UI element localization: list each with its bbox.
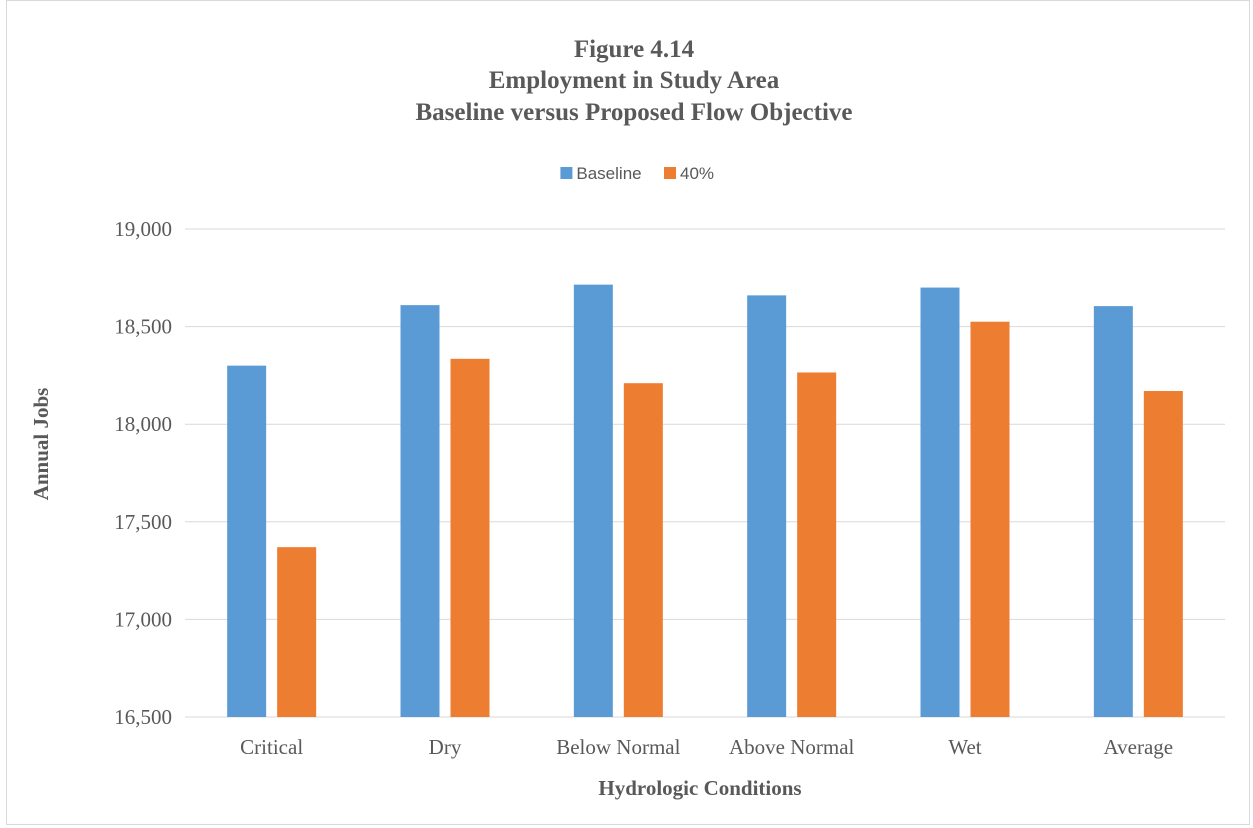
chart-figure: Figure 4.14 Employment in Study Area Bas… (6, 0, 1250, 825)
y-tick-label: 18,500 (114, 315, 172, 339)
chart-title-line-3: Baseline versus Proposed Flow Objective (416, 99, 853, 126)
bar-baseline-critical (227, 365, 267, 717)
x-tick-label: Dry (429, 735, 462, 759)
bar-proposed-above-normal (797, 372, 837, 717)
chart-title-line-1: Figure 4.14 (574, 36, 695, 63)
bar-proposed-below-normal (623, 383, 663, 717)
bar-baseline-dry (400, 305, 440, 717)
bar-baseline-below-normal (573, 284, 613, 717)
x-tick-label: Wet (948, 735, 981, 759)
legend-label: 40% (680, 164, 714, 183)
y-tick-label: 17,000 (114, 607, 172, 631)
bar-baseline-wet (920, 287, 960, 717)
bar-proposed-critical (277, 547, 317, 717)
bar-proposed-average (1143, 391, 1183, 717)
bar-proposed-wet (970, 321, 1010, 717)
y-axis-title: Annual Jobs (29, 388, 53, 501)
chart-legend: Baseline 40% (560, 164, 714, 183)
x-axis-title: Hydrologic Conditions (598, 776, 801, 800)
x-tick-label: Above Normal (729, 735, 855, 759)
bar-baseline-average (1093, 306, 1133, 717)
chart-title-line-2: Employment in Study Area (489, 67, 780, 94)
legend-swatch-baseline (560, 167, 573, 179)
y-tick-label: 17,500 (114, 510, 172, 534)
x-tick-label: Below Normal (556, 735, 680, 759)
bar-baseline-above-normal (747, 295, 787, 717)
legend-swatch-proposed (664, 167, 676, 179)
x-tick-label: Critical (240, 735, 303, 759)
bar-chart: Figure 4.14 Employment in Study Area Bas… (29, 36, 1225, 800)
y-tick-label: 16,500 (114, 705, 172, 729)
chart-title: Figure 4.14 Employment in Study Area Bas… (416, 36, 853, 126)
x-axis-tick-labels: Critical Dry Below Normal Above Normal Wet Av… (240, 735, 1173, 759)
x-tick-label: Average (1104, 735, 1174, 759)
y-tick-label: 18,000 (114, 412, 172, 436)
bar-proposed-dry (450, 358, 490, 717)
legend-label: Baseline (576, 164, 641, 183)
bars (227, 284, 1183, 717)
y-axis-tick-labels: 16,500 17,000 17,500 18,000 18,500 19,000 (114, 217, 172, 729)
y-tick-label: 19,000 (114, 217, 172, 241)
gridlines (185, 228, 1225, 718)
